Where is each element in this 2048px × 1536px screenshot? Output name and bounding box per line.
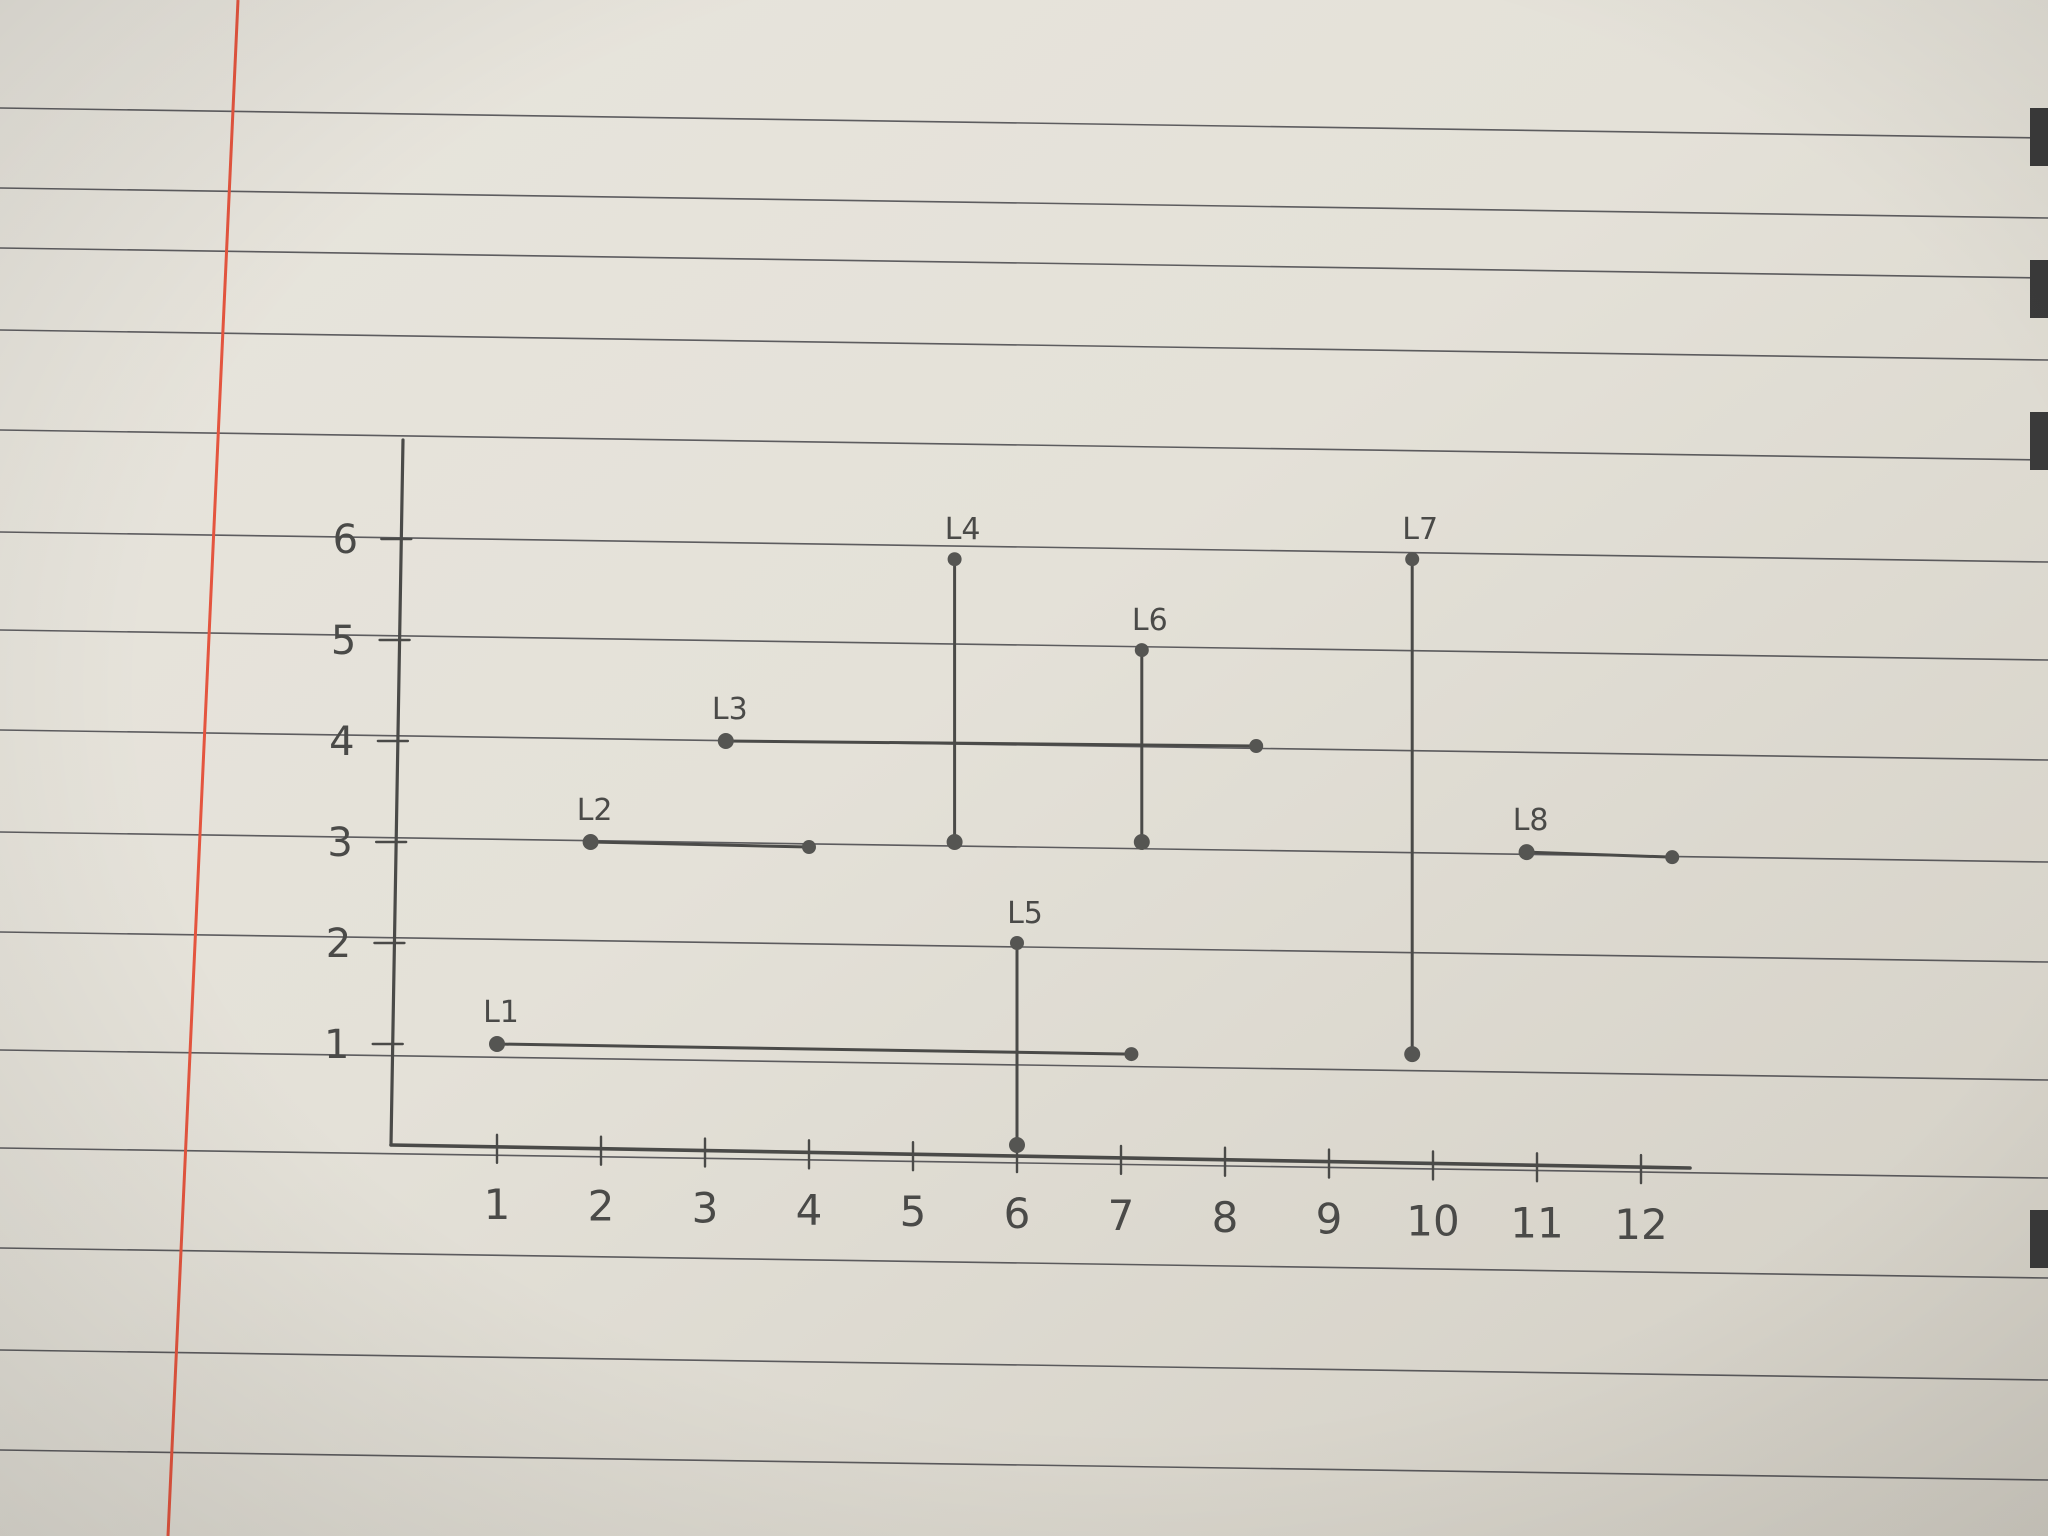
notebook-page-photo: 123456789101112 123456 L1L2L3L4L5L6L7L8 xyxy=(0,0,2048,1536)
photo-vignette xyxy=(0,0,2048,1536)
